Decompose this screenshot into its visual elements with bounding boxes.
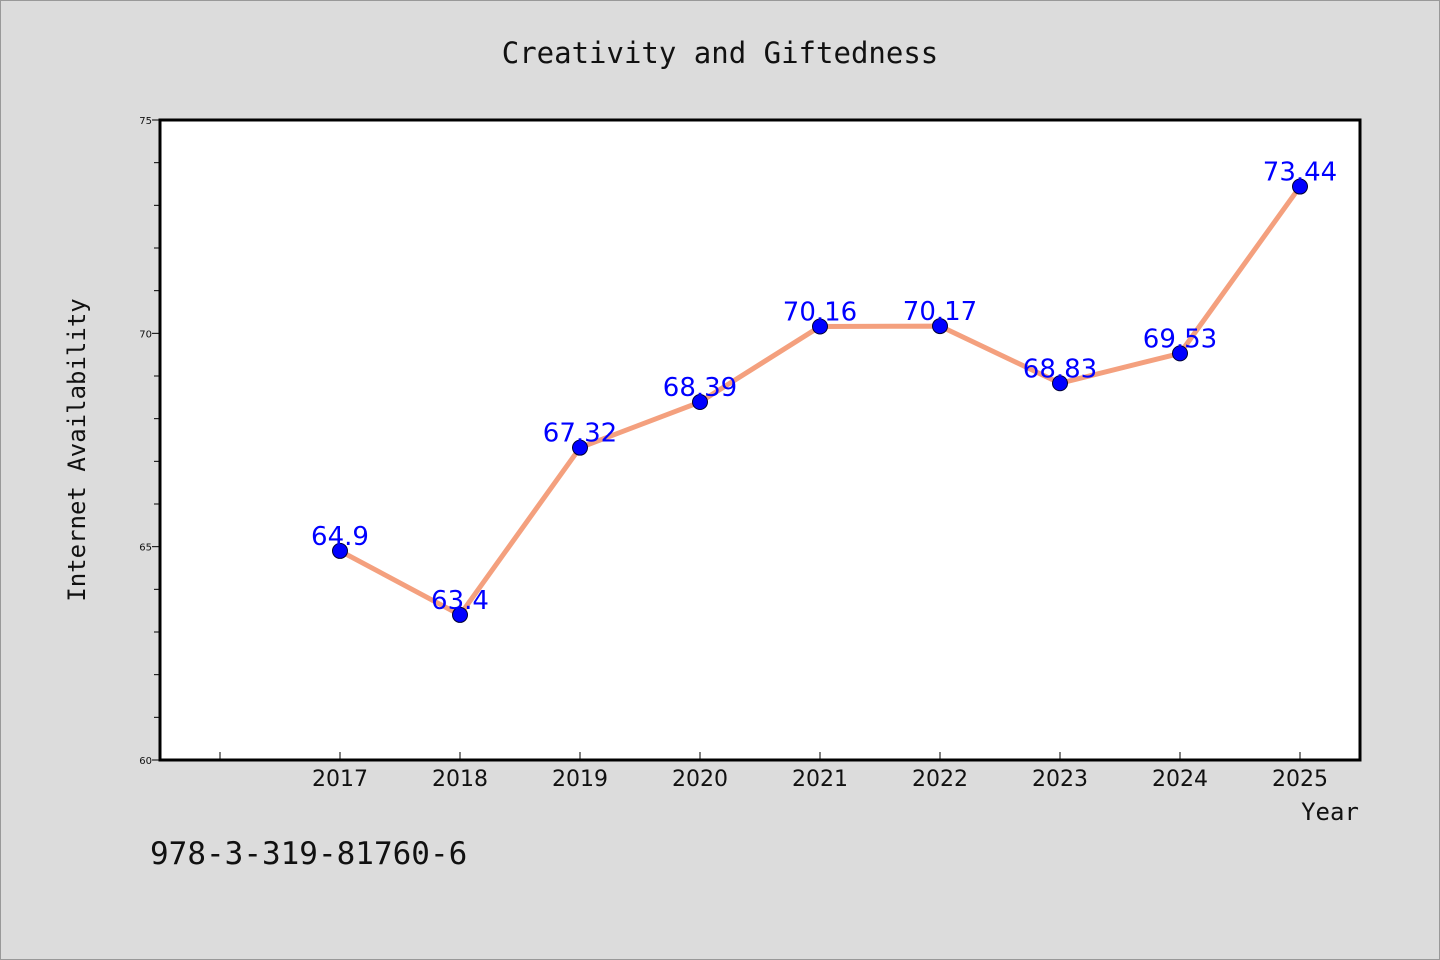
data-markers [332, 178, 1308, 623]
chart-title: Creativity and Giftedness [502, 36, 939, 70]
x-tick-label: 2023 [1032, 767, 1088, 792]
data-labels: 64.9 63.4 67.32 68.39 70.16 70.17 68.83 69.53 73… [311, 158, 1337, 616]
data-point [1172, 345, 1188, 362]
data-point [572, 439, 588, 456]
data-label: 73.44 [1263, 158, 1337, 188]
data-point [692, 394, 708, 411]
x-axis-label: Year [1301, 798, 1359, 826]
y-tick-label: 65 [139, 543, 152, 554]
x-tick-label: 2021 [792, 767, 848, 792]
data-point [1292, 178, 1308, 195]
data-label: 68.83 [1023, 354, 1097, 384]
data-label: 70.17 [903, 297, 977, 327]
data-point [452, 606, 468, 623]
data-label: 67.32 [543, 419, 617, 449]
x-tick-label: 2019 [552, 767, 608, 792]
x-tick-label: 2020 [672, 767, 728, 792]
data-label: 63.4 [431, 586, 489, 616]
plot-frame [158, 118, 1362, 762]
footer-isbn: 978-3-319-81760-6 [150, 836, 467, 872]
x-tick-label: 2017 [312, 767, 368, 792]
data-label: 69.53 [1143, 324, 1217, 354]
x-tick-label: 2022 [912, 767, 968, 792]
data-label: 68.39 [663, 373, 737, 403]
y-axis-label: Internet Availability [63, 298, 91, 601]
x-tick-label: 2018 [432, 767, 488, 792]
x-tick-label: 2024 [1152, 767, 1208, 792]
y-tick-label: 60 [139, 756, 152, 767]
data-point [1052, 375, 1068, 392]
y-tick-label: 70 [139, 329, 152, 340]
y-tick-label: 75 [139, 116, 152, 127]
data-label: 64.9 [311, 522, 369, 552]
data-point [812, 318, 828, 335]
data-point [332, 542, 348, 559]
data-label: 70.16 [783, 298, 857, 328]
plot-area [160, 120, 1360, 760]
x-tick-label: 2025 [1272, 767, 1328, 792]
data-point [932, 318, 948, 335]
